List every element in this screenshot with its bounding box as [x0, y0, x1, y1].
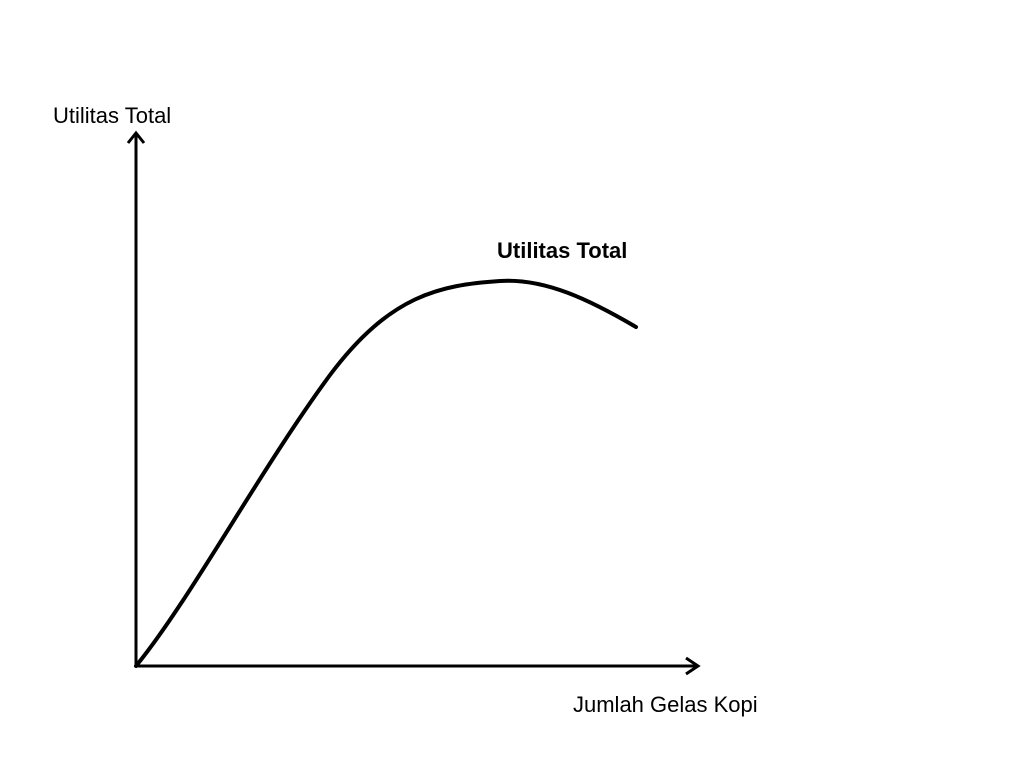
curve-label: Utilitas Total: [497, 238, 628, 263]
x-axis-arrowhead: [685, 656, 701, 676]
total-utility-curve: [134, 278, 638, 668]
y-axis-label: Utilitas Total: [53, 103, 172, 128]
x-axis-label: Jumlah Gelas Kopi: [573, 692, 758, 717]
y-axis-arrowhead: [126, 130, 146, 144]
